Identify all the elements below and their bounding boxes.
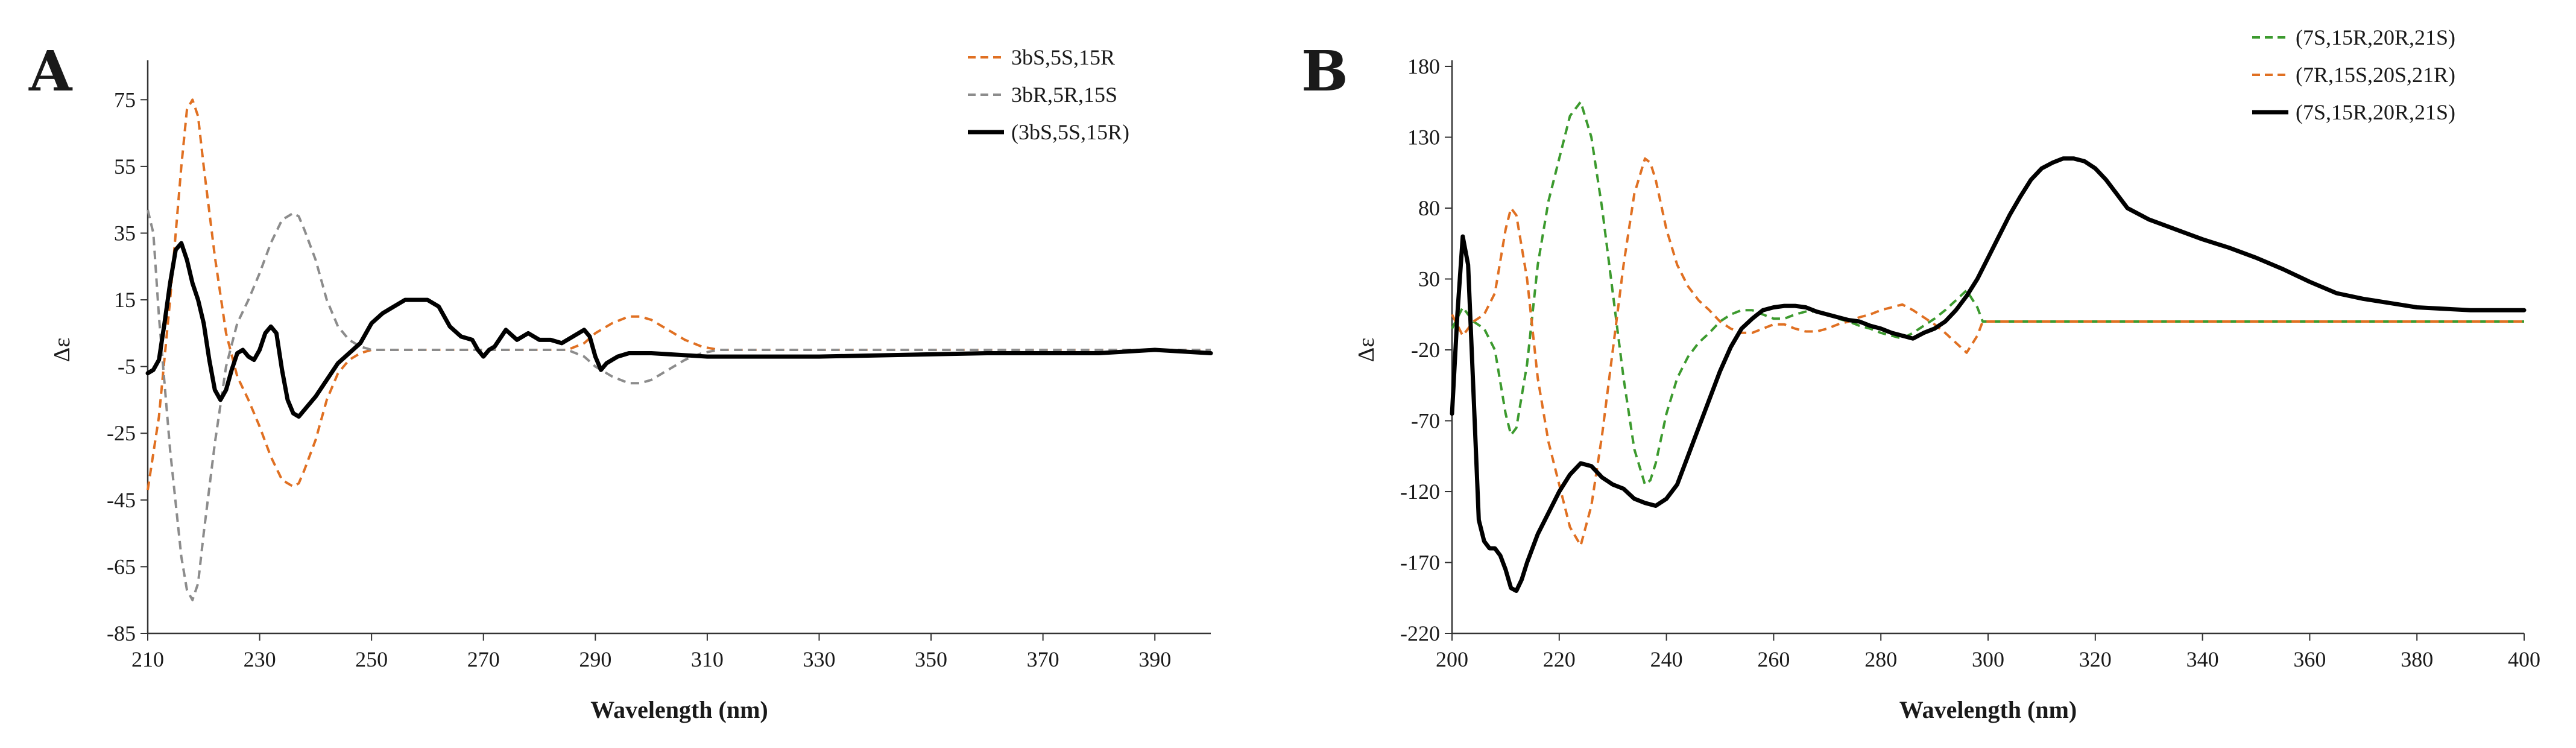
- legend-label: 3bS,5S,15R: [1011, 45, 1115, 69]
- y-tick-label: -5: [118, 355, 136, 379]
- y-tick-label: 80: [1418, 196, 1440, 220]
- x-tick-label: 240: [1650, 647, 1683, 671]
- series-line-3: [1450, 156, 2527, 593]
- y-axis-title: Δε: [49, 338, 75, 362]
- x-tick-label: 390: [1138, 647, 1171, 671]
- panel-label: A: [28, 39, 73, 104]
- legend-label: (3bS,5S,15R): [1011, 120, 1129, 144]
- y-tick-label: -20: [1411, 338, 1440, 362]
- x-tick-label: 250: [355, 647, 388, 671]
- y-tick-label: 55: [114, 154, 136, 179]
- legend-label: 3bR,5R,15S: [1011, 83, 1117, 107]
- series-line-2: [1451, 157, 2524, 547]
- y-tick-label: -70: [1411, 409, 1440, 433]
- y-tick-label: -170: [1400, 551, 1440, 575]
- series-line-1: [1451, 100, 2524, 486]
- y-tick-label: 15: [114, 288, 136, 312]
- x-tick-label: 380: [2401, 647, 2433, 671]
- x-tick-label: 200: [1436, 647, 1468, 671]
- x-tick-label: 370: [1027, 647, 1059, 671]
- x-tick-label: 230: [244, 647, 276, 671]
- x-axis-title: Wavelength (nm): [1899, 696, 2077, 723]
- panel-a-chart: A -85 -65 -45 -25 -5 15 35 55 75 210 230 250 270 290 31…: [28, 39, 1213, 723]
- series-line-1: [147, 98, 1211, 490]
- y-tick-label: 30: [1418, 267, 1440, 291]
- y-axis-title: Δε: [1354, 338, 1379, 362]
- panel-label: B: [1301, 39, 1348, 104]
- y-tick-label: 75: [114, 87, 136, 112]
- x-tick-label: 300: [1972, 647, 2004, 671]
- x-tick-label: 400: [2508, 647, 2540, 671]
- y-tick-label: -85: [107, 621, 136, 645]
- y-tick-label: -65: [107, 554, 136, 578]
- x-tick-label: 280: [1864, 647, 1897, 671]
- panel-b-chart: B -220 -170 -120 -70 -20 30 80 130 180 200 220 240 26…: [1301, 25, 2540, 723]
- y-tick-label: 35: [114, 221, 136, 245]
- y-tick-label: -120: [1400, 480, 1440, 504]
- x-tick-label: 270: [467, 647, 500, 671]
- x-axis-title: Wavelength (nm): [590, 696, 768, 723]
- x-tick-label: 290: [579, 647, 611, 671]
- x-tick-label: 330: [803, 647, 835, 671]
- x-tick-label: 310: [691, 647, 724, 671]
- y-tick-label: 130: [1407, 125, 1440, 150]
- legend-label: (7S,15R,20R,21S): [2296, 100, 2455, 124]
- y-tick-label: 180: [1407, 54, 1440, 78]
- x-tick-label: 320: [2079, 647, 2112, 671]
- y-tick-label: -45: [107, 488, 136, 512]
- x-tick-label: 260: [1757, 647, 1790, 671]
- legend-label: (7S,15R,20R,21S): [2296, 25, 2455, 49]
- x-tick-label: 360: [2293, 647, 2326, 671]
- legend-label: (7R,15S,20S,21R): [2296, 63, 2455, 87]
- series-line-3: [145, 241, 1213, 419]
- x-tick-label: 220: [1543, 647, 1576, 671]
- y-tick-label: -220: [1400, 621, 1440, 645]
- x-tick-label: 340: [2186, 647, 2219, 671]
- x-tick-label: 350: [915, 647, 947, 671]
- y-tick-label: -25: [107, 421, 136, 445]
- x-tick-label: 210: [131, 647, 164, 671]
